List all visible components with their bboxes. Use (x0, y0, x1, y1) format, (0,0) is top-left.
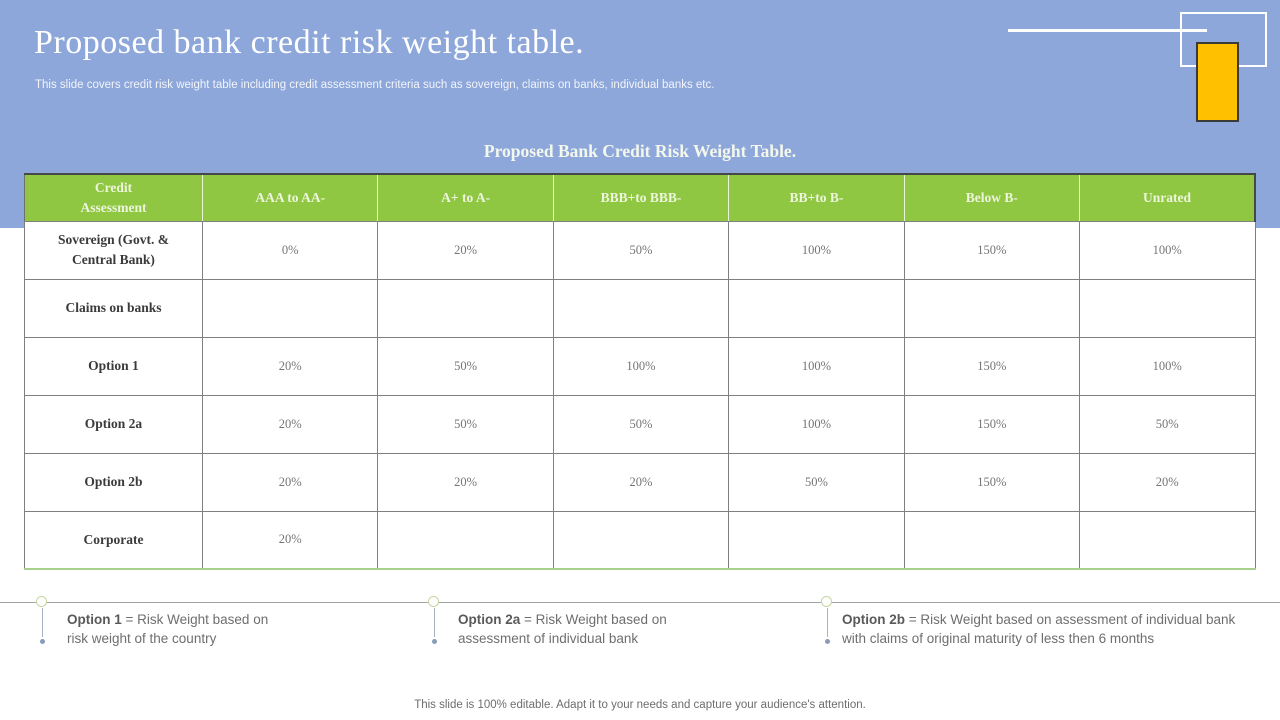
cell-value (728, 278, 905, 338)
footer-note: This slide is 100% editable. Adapt it to… (414, 699, 866, 711)
cell-value (377, 510, 554, 570)
cell-value: 20% (201, 336, 379, 396)
legend-definition: = Risk Weight based on assessment of ind… (842, 612, 1236, 646)
legend-divider-line (0, 602, 1280, 603)
cell-value: 20% (201, 510, 379, 570)
legend-item-option-2a: Option 2a = Risk Weight based on assessm… (458, 610, 708, 648)
cell-value (1079, 278, 1256, 338)
column-header-aaa-to-aa: AAA to AA- (201, 173, 378, 222)
cell-value: 0% (201, 220, 379, 280)
cell-value: 50% (377, 336, 554, 396)
cell-value: 20% (201, 394, 379, 454)
legend-drop-line (827, 608, 828, 637)
legend-drop-line (434, 608, 435, 637)
credit-risk-weight-table: Credit Assessment AAA to AA- A+ to A- BB… (24, 173, 1257, 570)
cell-value: 50% (728, 452, 905, 512)
row-label: Option 2a (24, 394, 203, 454)
legend-dot-icon (432, 639, 437, 644)
legend-term: Option 1 (67, 612, 122, 627)
table-row-option-1: Option 1 20% 50% 100% 100% 150% 100% (24, 336, 1256, 396)
legend-item-option-2b: Option 2b = Risk Weight based on assessm… (842, 610, 1254, 648)
column-header-unrated: Unrated (1079, 173, 1257, 222)
legend-definition: = Risk Weight based on assessment of ind… (458, 612, 667, 646)
column-header-below-b: Below B- (903, 173, 1080, 222)
cell-value: 150% (903, 394, 1081, 454)
legend-term: Option 2a (458, 612, 521, 627)
cell-value: 20% (201, 452, 379, 512)
row-label: Sovereign (Govt. & Central Bank) (24, 220, 203, 280)
column-header-bbb-to-bbb: BBB+to BBB- (552, 173, 729, 222)
row-label: Option 2b (24, 452, 203, 512)
table-row-claims-on-banks: Claims on banks (24, 278, 1256, 338)
cell-value (377, 278, 554, 338)
legend-circle-icon (428, 596, 439, 607)
table-row-corporate: Corporate 20% (24, 510, 1256, 570)
legend-circle-icon (821, 596, 832, 607)
cell-value: 100% (728, 336, 905, 396)
table-row-sovereign: Sovereign (Govt. & Central Bank) 0% 20% … (24, 220, 1256, 280)
legend-term: Option 2b (842, 612, 905, 627)
cell-value: 100% (728, 394, 905, 454)
row-label: Option 1 (24, 336, 203, 396)
cell-value: 20% (552, 452, 730, 512)
table-row-option-2b: Option 2b 20% 20% 20% 50% 150% 20% (24, 452, 1256, 512)
legend-definition: = Risk Weight based on risk weight of th… (67, 612, 269, 646)
cell-value (903, 278, 1081, 338)
table-header-row: Credit Assessment AAA to AA- A+ to A- BB… (24, 173, 1257, 222)
decor-horizontal-line (1008, 29, 1207, 32)
column-header-bb-to-b: BB+to B- (728, 173, 905, 222)
cell-value: 100% (728, 220, 905, 280)
cell-value: 100% (1079, 336, 1256, 396)
cell-value (903, 510, 1081, 570)
slide-title: Proposed bank credit risk weight table. (34, 24, 585, 61)
row-label: Claims on banks (24, 278, 203, 338)
slide-subtitle: This slide covers credit risk weight tab… (35, 79, 715, 91)
cell-value: 20% (1079, 452, 1256, 512)
legend-drop-line (42, 608, 43, 637)
cell-value: 50% (552, 394, 730, 454)
cell-value (201, 278, 379, 338)
cell-value (1079, 510, 1256, 570)
legend-circle-icon (36, 596, 47, 607)
table-title: Proposed Bank Credit Risk Weight Table. (483, 141, 797, 161)
cell-value: 150% (903, 336, 1081, 396)
legend-item-option-1: Option 1 = Risk Weight based on risk wei… (67, 610, 285, 648)
table-row-option-2a: Option 2a 20% 50% 50% 100% 150% 50% (24, 394, 1256, 454)
column-header-a-to-a: A+ to A- (377, 173, 554, 222)
legend-dot-icon (825, 639, 830, 644)
cell-value: 20% (377, 452, 554, 512)
cell-value: 150% (903, 452, 1081, 512)
cell-value: 150% (903, 220, 1081, 280)
column-header-credit-assessment: Credit Assessment (24, 173, 203, 222)
cell-value (552, 278, 730, 338)
cell-value: 50% (552, 220, 730, 280)
cell-value: 20% (377, 220, 554, 280)
cell-value (728, 510, 905, 570)
cell-value: 50% (377, 394, 554, 454)
decor-yellow-rectangle (1196, 42, 1239, 122)
row-label: Corporate (24, 510, 203, 570)
cell-value (552, 510, 730, 570)
cell-value: 100% (552, 336, 730, 396)
cell-value: 100% (1079, 220, 1256, 280)
cell-value: 50% (1079, 394, 1256, 454)
legend-dot-icon (40, 639, 45, 644)
